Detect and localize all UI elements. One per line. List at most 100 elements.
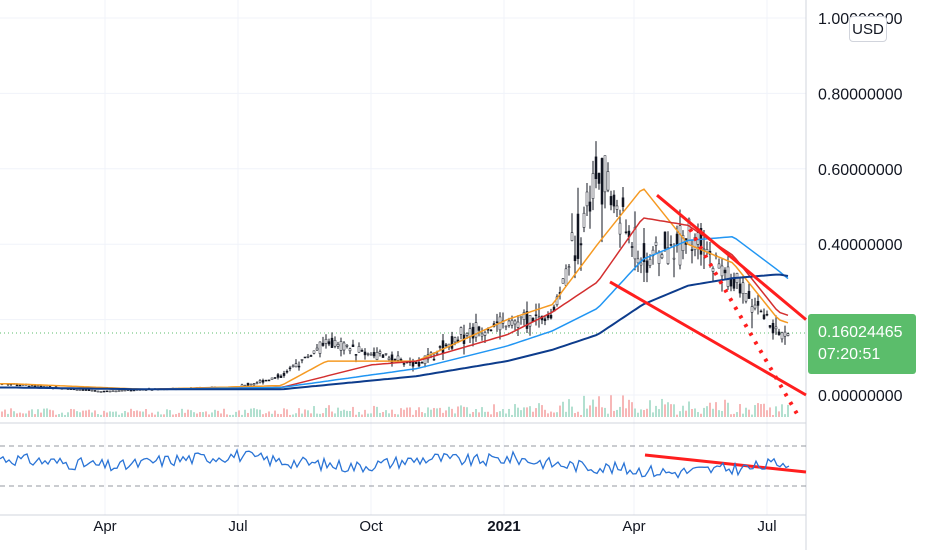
volume-bar: [16, 413, 18, 417]
candle-body: [645, 260, 649, 273]
volume-bar: [376, 406, 378, 417]
volume-bar: [622, 395, 624, 417]
volume-bar: [310, 413, 312, 417]
volume-bar: [454, 413, 456, 417]
volume-bar: [499, 411, 501, 417]
volume-bar: [277, 413, 279, 417]
volume-bar: [262, 414, 264, 417]
volume-bar: [505, 413, 507, 417]
candle-body: [321, 342, 325, 346]
candle-body: [39, 385, 43, 388]
volume-bar: [46, 408, 48, 417]
candle-body: [30, 385, 34, 387]
volume-bars: [1, 395, 789, 417]
candle-body: [336, 344, 340, 347]
candle-body: [117, 390, 121, 392]
candle-body: [111, 390, 115, 392]
volume-bar: [688, 401, 690, 417]
volume-bar: [289, 414, 291, 417]
volume-bar: [169, 410, 171, 417]
volume-bar: [451, 408, 453, 417]
candle-body: [261, 380, 265, 383]
volume-bar: [232, 414, 234, 417]
candle-body: [300, 359, 304, 361]
volume-bar: [370, 413, 372, 417]
candle-body: [621, 197, 625, 207]
candle-body: [654, 241, 658, 246]
volume-bar: [250, 408, 252, 417]
volume-bar: [121, 413, 123, 417]
candle-body: [702, 248, 706, 251]
candle-body: [78, 389, 82, 391]
volume-bar: [568, 399, 570, 417]
candle-body: [372, 352, 376, 357]
candle-body: [399, 359, 403, 361]
candle-body: [282, 373, 286, 376]
candle-body: [330, 337, 334, 348]
volume-bar: [703, 407, 705, 417]
candle-body: [585, 191, 589, 207]
candle-body: [780, 332, 784, 340]
candle-body: [93, 390, 97, 392]
candle-body: [276, 374, 280, 378]
candle-body: [519, 316, 523, 319]
volume-bar: [145, 409, 147, 417]
candle-body: [99, 391, 103, 393]
candle-body: [471, 326, 475, 339]
volume-bar: [127, 412, 129, 417]
volume-bar: [547, 413, 549, 417]
volume-bar: [784, 414, 786, 417]
candle-body: [615, 205, 619, 210]
volume-bar: [124, 410, 126, 417]
volume-bar: [604, 407, 606, 417]
volume-bar: [52, 410, 54, 417]
x-tick-label: Apr: [93, 518, 116, 535]
candle-body: [294, 363, 298, 368]
volume-bar: [361, 414, 363, 417]
volume-bar: [667, 402, 669, 417]
candle-body: [600, 158, 604, 205]
candle-body: [717, 263, 721, 269]
candle-body: [504, 325, 508, 328]
volume-bar: [193, 412, 195, 417]
volume-bar: [334, 413, 336, 417]
candle-body: [324, 338, 328, 344]
candle-body: [612, 194, 616, 207]
candle-body: [435, 352, 439, 355]
volume-bar: [352, 406, 354, 417]
volume-bar: [745, 407, 747, 417]
volume-bar: [337, 407, 339, 417]
candle-body: [444, 344, 448, 347]
countdown-timer: 07:20:51: [818, 346, 881, 363]
candle-body: [123, 389, 127, 392]
volume-bar: [502, 409, 504, 417]
candle-body: [369, 353, 373, 356]
volume-bar: [427, 407, 429, 417]
volume-bar: [253, 408, 255, 417]
volume-bar: [301, 413, 303, 417]
volume-bar: [274, 410, 276, 417]
volume-bar: [538, 403, 540, 417]
volume-bar: [22, 413, 24, 417]
volume-bar: [61, 412, 63, 417]
volume-bar: [106, 412, 108, 417]
oscillator-divergence-line: [644, 453, 807, 474]
candle-body: [333, 339, 337, 347]
candle-body: [564, 268, 568, 286]
last-price-label: 0.16024465 07:20:51: [808, 314, 916, 374]
currency-badge[interactable]: USD: [849, 16, 887, 42]
volume-bar: [709, 402, 711, 417]
volume-bar: [271, 413, 273, 417]
candle-body: [525, 311, 529, 329]
candle-body: [354, 354, 358, 356]
volume-bar: [418, 407, 420, 417]
volume-bar: [715, 402, 717, 417]
volume-bar: [157, 411, 159, 417]
volume-bar: [535, 408, 537, 417]
volume-bar: [76, 411, 78, 417]
volume-bar: [82, 410, 84, 417]
candle-body: [588, 201, 592, 212]
candle-body: [438, 346, 442, 348]
candle-body: [450, 336, 454, 349]
candle-body: [96, 390, 100, 393]
